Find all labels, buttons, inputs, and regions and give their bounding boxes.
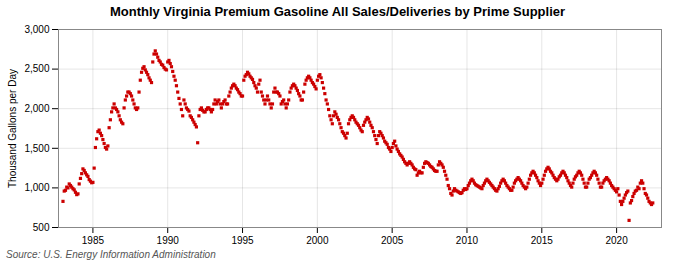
svg-text:1990: 1990 [157, 235, 180, 246]
svg-text:1985: 1985 [82, 235, 105, 246]
svg-text:3,000: 3,000 [24, 24, 49, 35]
svg-text:2015: 2015 [531, 235, 554, 246]
svg-text:Thousand Gallons per Day: Thousand Gallons per Day [7, 69, 18, 188]
html-text:Monthly Virginia Premium Gasol: Monthly Virginia Premium Gasoline All Sa… [109, 4, 566, 19]
svg-text:2005: 2005 [381, 235, 404, 246]
svg-text:2020: 2020 [605, 235, 628, 246]
html-text:Source: U.S. Energy Informatio: Source: U.S. Energy Information Administ… [6, 249, 216, 260]
svg-text:2010: 2010 [456, 235, 479, 246]
svg-text:2,000: 2,000 [24, 103, 49, 114]
svg-text:1,000: 1,000 [24, 182, 49, 193]
svg-text:1,500: 1,500 [24, 143, 49, 154]
svg-text:2,500: 2,500 [24, 63, 49, 74]
svg-text:2000: 2000 [306, 235, 329, 246]
svg-text:1995: 1995 [231, 235, 254, 246]
svg-text:500: 500 [33, 222, 50, 233]
